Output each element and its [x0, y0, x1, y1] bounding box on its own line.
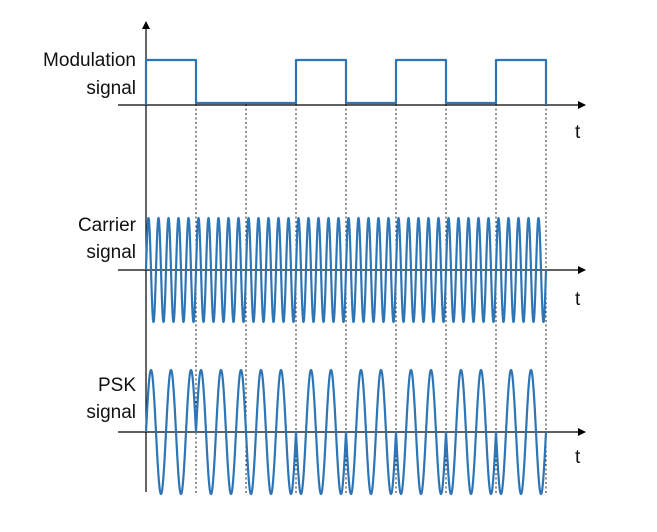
psk-label-line2: signal — [86, 402, 136, 423]
carrier-signal-waveform — [144, 216, 548, 324]
modulation-label-line1: Modulation — [43, 50, 136, 71]
psk-label-line1: PSK — [98, 375, 136, 396]
carrier-label-line2: signal — [86, 242, 136, 263]
modulation-signal-waveform — [144, 58, 548, 105]
time-axis-label: t — [575, 447, 581, 468]
time-axis-label: t — [575, 289, 581, 310]
psk-signal-waveform — [144, 368, 548, 496]
carrier-label-line1: Carrier — [78, 215, 137, 236]
time-axis-label: t — [575, 122, 581, 143]
modulation-label-line2: signal — [86, 78, 136, 99]
